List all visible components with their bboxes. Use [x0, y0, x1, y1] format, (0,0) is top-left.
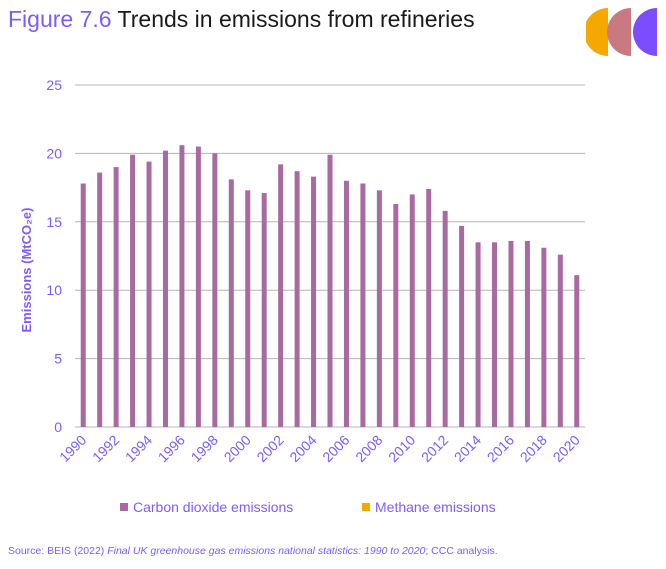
chart-title: Figure 7.6 Trends in emissions from refi…	[8, 6, 475, 33]
x-tick-label: 2010	[385, 432, 418, 465]
legend-label-methane: Methane emissions	[375, 499, 496, 515]
x-tick-label: 2004	[286, 432, 319, 465]
x-tick-label: 2014	[451, 432, 484, 465]
bar	[475, 242, 481, 427]
x-tick-label: 1994	[122, 432, 155, 465]
bar	[508, 240, 514, 427]
bar	[80, 183, 86, 427]
legend-swatch-methane	[362, 503, 370, 511]
bar	[311, 176, 317, 427]
bar	[459, 225, 465, 427]
bar	[327, 154, 333, 427]
bar	[557, 254, 563, 427]
x-tick-label: 2002	[253, 432, 286, 465]
bar	[130, 154, 136, 427]
y-tick-label: 10	[46, 282, 62, 298]
bar	[442, 210, 448, 427]
x-tick-label: 2018	[517, 432, 550, 465]
bar	[360, 183, 366, 427]
bar	[146, 161, 152, 427]
figure-title: Trends in emissions from refineries	[117, 6, 475, 32]
y-tick-label: 20	[46, 145, 62, 161]
x-tick-label: 1998	[188, 432, 221, 465]
bar	[574, 275, 580, 427]
bar	[278, 164, 284, 427]
source-note: Source: BEIS (2022) Final UK greenhouse …	[8, 545, 498, 557]
bar	[228, 179, 234, 427]
x-tick-label: 2008	[352, 432, 385, 465]
bar	[179, 145, 185, 427]
source-title: Final UK greenhouse gas emissions nation…	[107, 545, 426, 557]
source-prefix: Source: BEIS (2022)	[8, 545, 108, 557]
x-tick-label: 1992	[89, 432, 122, 465]
bar	[113, 167, 119, 427]
x-tick-label: 2006	[319, 432, 352, 465]
y-tick-label: 15	[46, 214, 62, 230]
bar	[294, 171, 300, 427]
x-tick-label: 1990	[56, 432, 89, 465]
y-tick-label: 5	[54, 351, 62, 367]
x-tick-label: 2000	[221, 432, 254, 465]
legend-label-co2: Carbon dioxide emissions	[133, 499, 293, 515]
figure-number: Figure 7.6	[8, 6, 112, 32]
bar	[343, 180, 349, 427]
bar	[212, 153, 218, 427]
bar	[195, 146, 201, 427]
bar	[393, 204, 399, 427]
bar	[426, 188, 432, 427]
y-tick-label: 25	[46, 77, 62, 93]
logo-segment-2	[607, 8, 631, 56]
bar	[162, 150, 168, 427]
logo	[586, 8, 657, 56]
x-tick-label: 2016	[484, 432, 517, 465]
x-tick-label: 1996	[155, 432, 188, 465]
bar	[541, 247, 547, 427]
legend-swatch-co2	[120, 503, 128, 511]
bar	[376, 190, 382, 427]
bar	[409, 194, 415, 427]
y-tick-label: 0	[54, 419, 62, 435]
bar	[245, 190, 251, 427]
logo-segment-1	[586, 8, 608, 56]
bar	[524, 240, 530, 427]
bar	[97, 172, 103, 427]
bar	[261, 193, 267, 427]
x-tick-label: 2020	[550, 432, 583, 465]
x-tick-label: 2012	[418, 432, 451, 465]
source-suffix: ; CCC analysis.	[425, 545, 498, 557]
y-axis-label: Emissions (MtCO₂e)	[19, 208, 34, 333]
bar	[492, 242, 498, 427]
logo-segment-3	[633, 8, 657, 56]
